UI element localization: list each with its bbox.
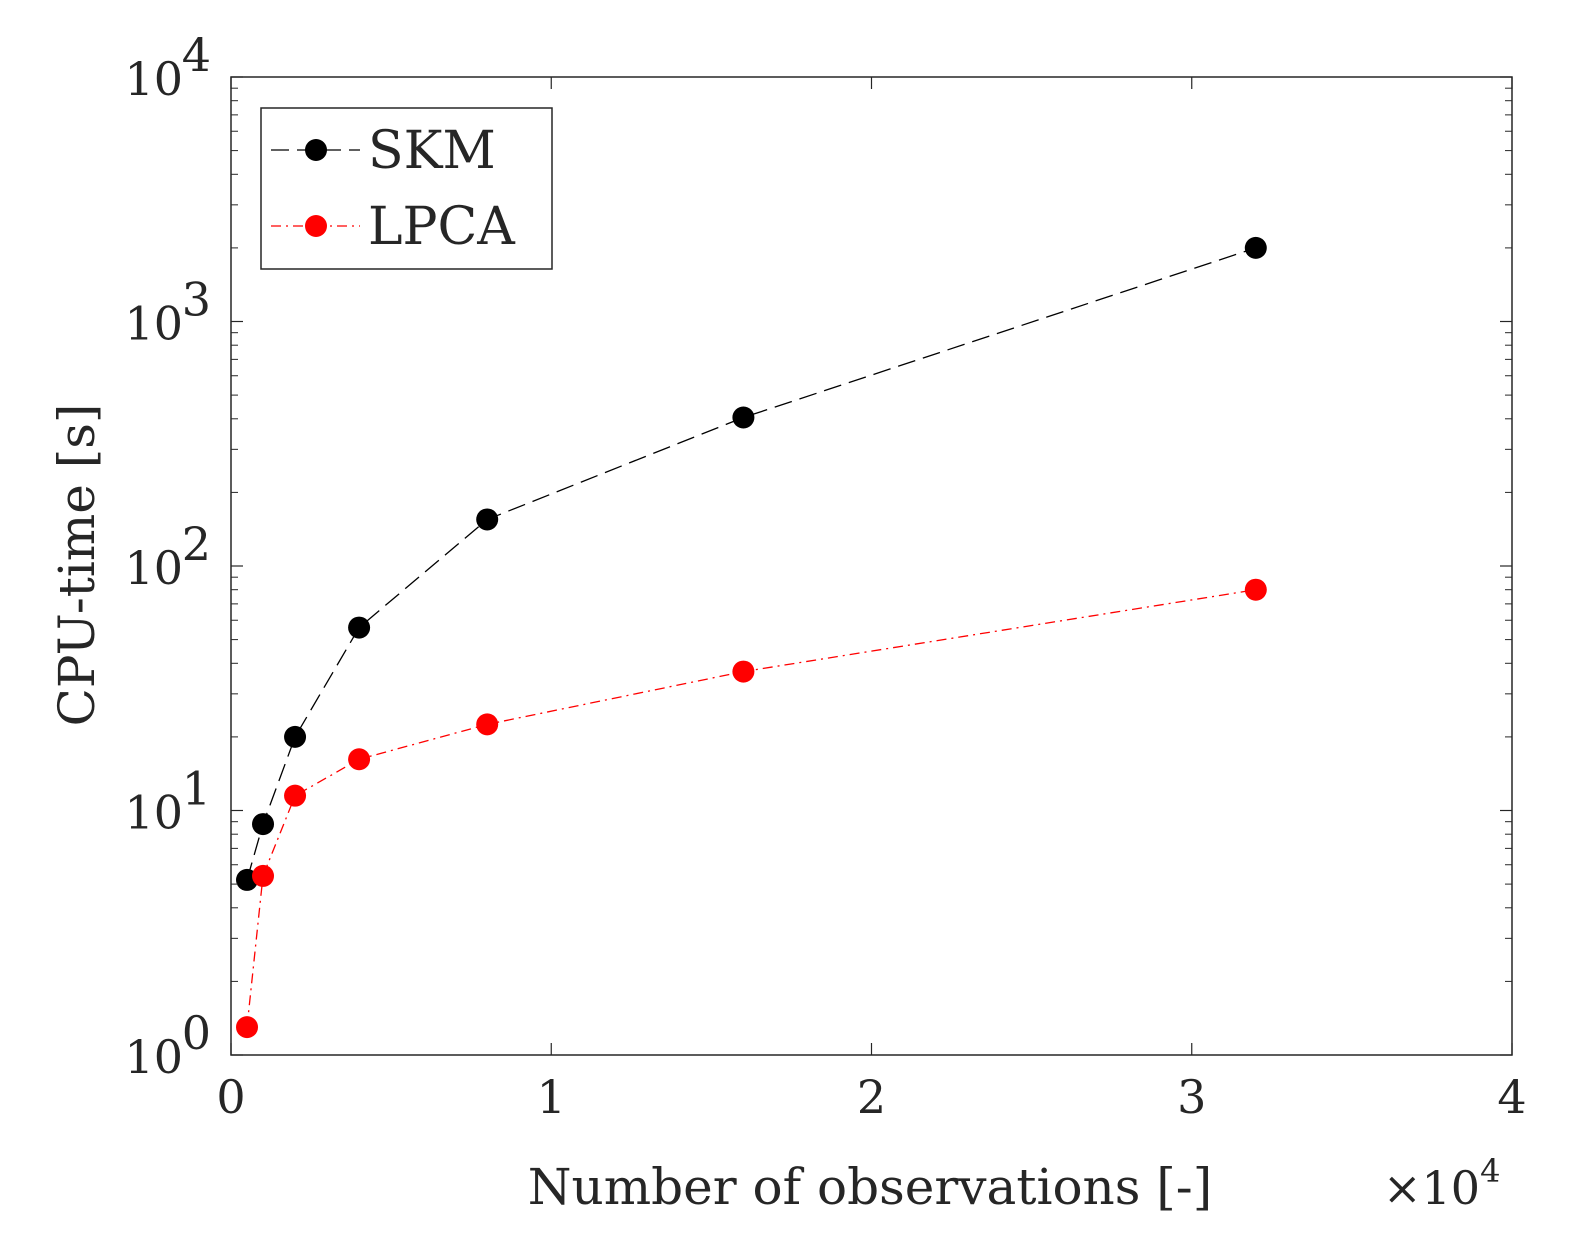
data-point-lpca	[236, 1016, 259, 1039]
y-tick-label: 10	[124, 786, 183, 840]
data-point-skm	[732, 406, 755, 429]
data-point-lpca	[732, 660, 755, 683]
x-axis-label: Number of observations [-]	[528, 1158, 1212, 1216]
y-tick-label-exponent: 2	[182, 517, 211, 571]
legend-marker-skm	[305, 139, 327, 161]
data-point-lpca	[348, 748, 371, 771]
data-point-lpca	[252, 864, 275, 887]
tick-layer	[230, 76, 1513, 1056]
x-tick-label: 1	[537, 1070, 566, 1124]
y-axis-label: CPU-time [s]	[48, 404, 106, 727]
data-point-skm	[348, 616, 371, 639]
y-tick-label: 10	[124, 1030, 183, 1084]
data-point-skm	[1244, 236, 1267, 259]
data-point-lpca	[284, 784, 307, 807]
x-tick-label: 2	[857, 1070, 886, 1124]
y-tick-label-exponent: 3	[182, 273, 211, 327]
y-tick-label-exponent: 0	[182, 1006, 211, 1060]
legend: SKM LPCA	[260, 107, 553, 270]
x-tick-label: 4	[1497, 1070, 1526, 1124]
y-tick-label: 10	[124, 52, 183, 106]
series-layer	[236, 236, 1267, 1039]
x-tick-label: 0	[216, 1070, 245, 1124]
legend-label-skm: SKM	[368, 121, 496, 181]
y-tick-label-exponent: 4	[182, 28, 211, 82]
data-point-lpca	[1244, 578, 1267, 601]
y-tick-label: 10	[124, 297, 183, 351]
data-point-skm	[476, 508, 499, 531]
legend-box	[260, 107, 553, 270]
legend-entry-lpca: LPCA	[271, 197, 516, 257]
y-tick-label-exponent: 1	[182, 762, 211, 816]
legend-label-lpca: LPCA	[368, 197, 516, 257]
data-point-skm	[284, 725, 307, 748]
y-tick-label: 10	[124, 541, 183, 595]
legend-marker-lpca	[305, 215, 327, 237]
data-point-skm	[252, 813, 275, 836]
legend-entry-skm: SKM	[271, 121, 496, 181]
x-axis-multiplier: ×104	[1383, 1152, 1500, 1215]
data-point-lpca	[476, 713, 499, 736]
x-tick-label: 3	[1177, 1070, 1206, 1124]
